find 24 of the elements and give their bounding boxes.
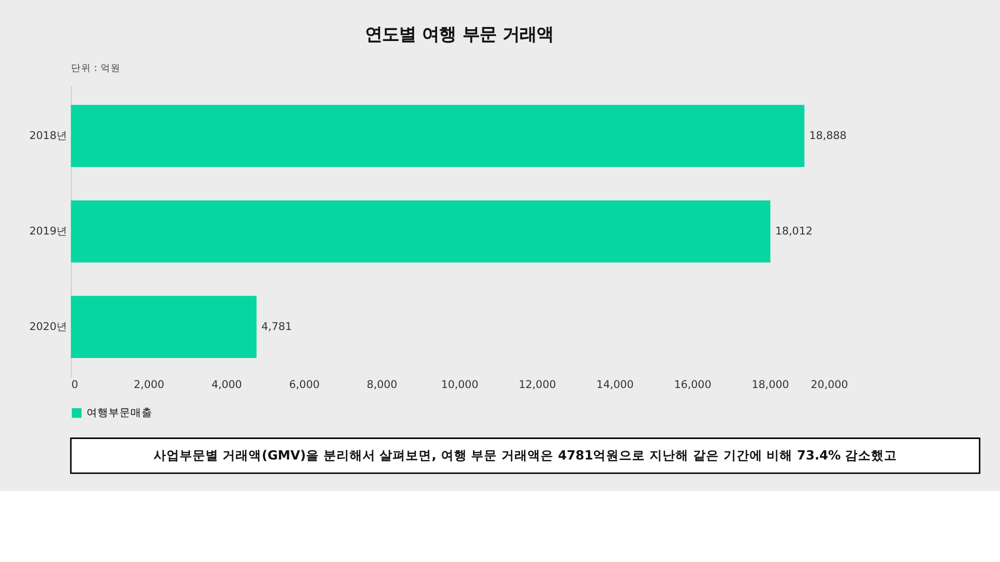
y-tick-label: 2019년 — [29, 224, 68, 238]
text: 단위 : 억원 — [70, 63, 120, 74]
bar — [70, 296, 257, 358]
x-tick-label: 6,000 — [289, 378, 320, 392]
chart-title: 연도별 여행 부문 거래액 — [365, 25, 554, 46]
x-tick-label: 2,000 — [134, 378, 164, 392]
data-label: 18,888 — [809, 128, 847, 142]
x-tick-label: 10,000 — [441, 378, 479, 392]
data-label: 18,012 — [775, 224, 813, 238]
x-tick-label: 18,000 — [752, 378, 790, 392]
legend-label: 여행부문매출 — [86, 406, 152, 419]
x-tick-label: 20,000 — [810, 378, 848, 392]
text: 사업부문별 거래액(GMV)을 분리해서 살펴보면, 여행 부문 거래액은 4781억원으로 지난해 같은 기간에 비해 73.4% 감소했고 — [153, 448, 898, 463]
bar — [70, 200, 770, 262]
x-tick-label: 14,000 — [596, 378, 634, 392]
x-tick-label: 0 — [71, 378, 78, 392]
y-tick-label: 2020년 — [29, 320, 68, 333]
x-tick-label: 12,000 — [518, 378, 556, 392]
x-tick-label: 4,000 — [211, 378, 242, 392]
y-tick-label: 2018년 — [29, 128, 68, 142]
x-tick-label: 8,000 — [366, 378, 398, 392]
data-label: 4,781 — [261, 320, 292, 333]
x-tick-label: 16,000 — [674, 378, 712, 392]
bar — [70, 104, 804, 167]
